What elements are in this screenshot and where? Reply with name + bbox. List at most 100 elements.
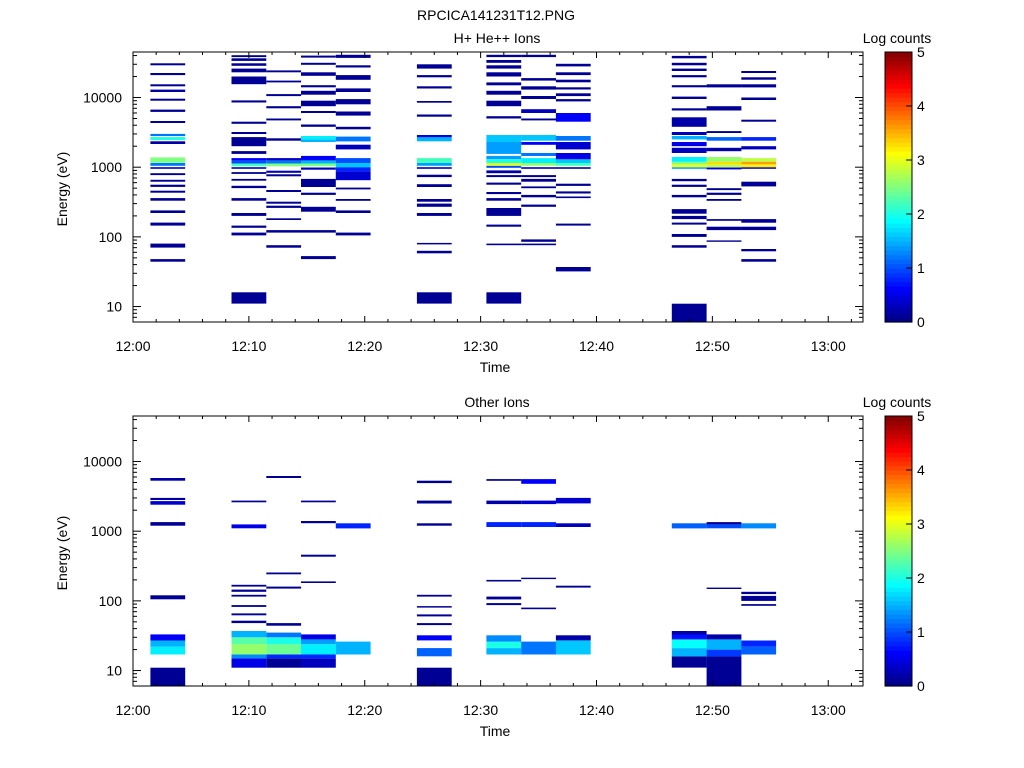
heatmap-cell xyxy=(486,116,522,119)
heatmap-cell xyxy=(335,99,371,105)
colorbar-segment xyxy=(885,596,912,602)
y-tick-label: 100 xyxy=(99,593,123,609)
heatmap-cell xyxy=(706,199,742,201)
colorbar-segment xyxy=(885,106,912,112)
colorbar-segment xyxy=(885,200,912,206)
heatmap-cell xyxy=(335,171,371,181)
colorbar-segment xyxy=(885,456,912,462)
heatmap-cell xyxy=(706,131,742,133)
heatmap-cell xyxy=(231,158,267,161)
heatmap-cell xyxy=(301,90,336,95)
heatmap-cell xyxy=(521,204,556,207)
heatmap-cell xyxy=(741,259,777,262)
heatmap-cell xyxy=(706,587,742,589)
colorbar-segment xyxy=(885,632,912,638)
heatmap-cell xyxy=(486,135,522,142)
heatmap-cell xyxy=(741,249,777,252)
heatmap-cell xyxy=(266,644,302,655)
heatmap-cell xyxy=(231,524,267,529)
heatmap-cell xyxy=(266,70,302,73)
heatmap-cell xyxy=(741,97,777,100)
heatmap-cell xyxy=(416,114,452,117)
heatmap-cell xyxy=(671,167,707,169)
heatmap-cell xyxy=(231,658,267,668)
heatmap-cell xyxy=(741,523,777,529)
colorbar-segment xyxy=(885,205,912,211)
heatmap-cell xyxy=(231,132,267,134)
heatmap-cell xyxy=(150,133,186,136)
panel-h-he-ions: H+ He++ Ions Time Energy (eV) Log counts… xyxy=(54,30,931,375)
y-tick-label: 10 xyxy=(106,663,122,679)
heatmap-cell xyxy=(301,136,336,140)
heatmap-cell xyxy=(335,167,371,172)
colorbar-segment xyxy=(885,70,912,76)
heatmap-cell xyxy=(671,215,707,220)
heatmap-cell xyxy=(416,648,452,657)
heatmap-cell xyxy=(486,54,522,58)
panel-title: H+ He++ Ions xyxy=(454,30,541,46)
heatmap-cell xyxy=(416,163,452,166)
heatmap-cell xyxy=(231,76,267,85)
figure-title: RPCICA141231T12.PNG xyxy=(417,7,575,23)
heatmap-cell xyxy=(671,62,707,66)
plot-frame xyxy=(132,415,864,687)
colorbar-segment xyxy=(885,290,912,296)
colorbar-segment xyxy=(885,605,912,611)
colorbar-segment xyxy=(885,164,912,170)
colorbar-segment xyxy=(885,650,912,656)
colorbar-label: Log counts xyxy=(863,30,932,46)
heatmap-cell xyxy=(150,84,186,87)
heatmap-cell xyxy=(486,72,522,77)
colorbar-segment xyxy=(885,672,912,678)
heatmap-cell xyxy=(521,96,556,99)
colorbar-segment xyxy=(885,295,912,301)
x-tick-label: 12:50 xyxy=(695,702,730,718)
heatmap-cell xyxy=(231,58,267,61)
plot-axes: 12:00 12:10 12:20 12:30 12:40 12:50 13:00 10 100… xyxy=(83,415,864,718)
panel-other-ions: Other Ions Time Energy (eV) Log counts 1… xyxy=(54,394,931,739)
heatmap-cell xyxy=(416,523,452,526)
heatmap-cell xyxy=(486,192,522,195)
heatmap-cell xyxy=(486,243,522,246)
heatmap-cell xyxy=(231,63,267,66)
heatmap-cell xyxy=(416,623,452,626)
heatmap-cell xyxy=(231,654,267,659)
heatmap-cell xyxy=(555,153,591,160)
x-tick-label: 12:00 xyxy=(115,338,150,354)
colorbar-segment xyxy=(885,299,912,305)
heatmap-cell xyxy=(486,155,522,160)
colorbar-segment xyxy=(885,578,912,584)
heatmap-cell xyxy=(301,658,336,668)
heatmap-cell xyxy=(416,292,452,304)
heatmap-cell xyxy=(150,121,186,123)
colorbar-segment xyxy=(885,133,912,139)
colorbar-tick-label: 0 xyxy=(917,678,925,694)
heatmap-cell xyxy=(741,84,777,88)
heatmap-cell xyxy=(301,167,336,170)
colorbar-segment xyxy=(885,268,912,274)
heatmap-cell xyxy=(555,585,591,588)
heatmap-cell xyxy=(416,606,452,608)
heatmap-cell xyxy=(521,54,556,58)
colorbar-segment xyxy=(885,61,912,67)
heatmap-cell xyxy=(301,654,336,659)
colorbar-segment xyxy=(885,254,912,260)
colorbar-segment xyxy=(885,654,912,660)
heatmap-cell xyxy=(486,596,522,600)
colorbar-tick-label: 2 xyxy=(917,206,925,222)
colorbar: 0 1 2 3 4 5 xyxy=(884,408,925,694)
heatmap-cell xyxy=(301,85,336,88)
heatmap-cell xyxy=(671,194,707,198)
colorbar-segment xyxy=(885,569,912,575)
heatmap-cell xyxy=(706,524,742,529)
heatmap-cell xyxy=(521,522,556,527)
heatmap-cell xyxy=(671,96,707,99)
heatmap-cell xyxy=(416,667,452,686)
heatmap-cell xyxy=(301,581,336,583)
heatmap-cell xyxy=(671,108,707,111)
heatmap-cell xyxy=(741,591,777,595)
heatmap-cell xyxy=(486,224,522,227)
colorbar-segment xyxy=(885,618,912,624)
heatmap-cell xyxy=(266,170,302,173)
colorbar-segment xyxy=(885,614,912,620)
